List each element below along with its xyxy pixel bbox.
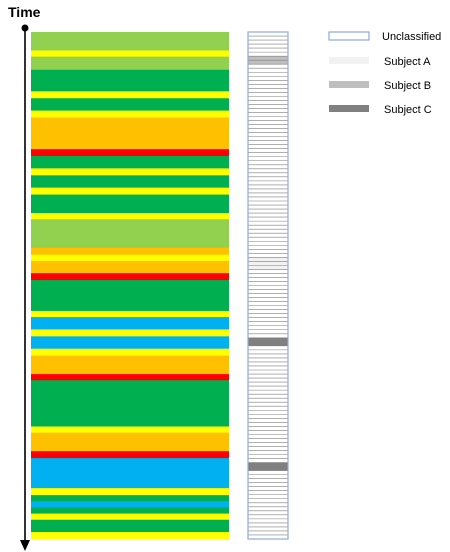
classification-column [247, 31, 289, 540]
legend-swatch-subject-a [329, 57, 369, 64]
timeline-band-red [31, 149, 229, 157]
timeline-band-red [31, 451, 229, 459]
timeline-band-red [31, 273, 229, 281]
legend-swatch-unclassified [328, 31, 370, 41]
time-axis-label: Time [8, 4, 41, 20]
legend-label-subject-c: Subject C [384, 104, 432, 116]
timeline-band-yellow [31, 532, 229, 540]
timeline-band-orange [31, 355, 229, 375]
timeline-band-blue [31, 336, 229, 350]
timeline-band-orange [31, 247, 229, 256]
timeline-band-green [31, 156, 229, 169]
timeline-band-green [31, 519, 229, 533]
timeline-band-yellow [31, 310, 229, 318]
timeline-band-green [31, 69, 229, 92]
classification-rows [248, 35, 288, 536]
timeline-band-yellow [31, 254, 229, 262]
legend-swatch-subject-b [329, 81, 369, 88]
timeline-band-light-green [31, 56, 229, 71]
timeline-band-yellow [31, 168, 229, 176]
timeline-band-yellow [31, 110, 229, 118]
time-axis-arrowhead [20, 540, 30, 551]
timeline-band-green [31, 175, 229, 189]
timeline-band-blue [31, 458, 229, 489]
timeline-band-green [31, 98, 229, 111]
timeline-band-green [31, 194, 229, 214]
timeline-band-orange [31, 260, 229, 274]
legend-swatch-subject-c [329, 105, 369, 112]
legend-label-subject-a: Subject A [384, 56, 431, 68]
timeline-band-light-green [31, 219, 229, 249]
timeline-band-yellow [31, 91, 229, 99]
timeline-band-yellow [31, 213, 229, 220]
timeline-band-yellow [31, 329, 229, 337]
timeline-band-yellow [31, 187, 229, 195]
timeline-band-yellow [31, 348, 229, 357]
timeline-band-green [31, 495, 229, 502]
classification-border [247, 31, 289, 540]
legend: Unclassified Subject A Subject B Subject… [328, 31, 441, 116]
time-axis [20, 24, 30, 551]
timeline-band-blue [31, 317, 229, 330]
timeline-band-yellow [31, 50, 229, 58]
timeline-band-green [31, 280, 229, 312]
legend-label-unclassified: Unclassified [382, 31, 441, 43]
timeline-band-yellow [31, 488, 229, 496]
legend-label-subject-b: Subject B [384, 80, 431, 92]
activity-timeline [31, 32, 229, 540]
timeline-band-orange [31, 432, 229, 452]
timeline-band-green [31, 507, 229, 514]
timeline-band-green [31, 380, 229, 427]
timeline-band-yellow [31, 513, 229, 521]
timeline-band-yellow [31, 426, 229, 434]
classification-highlight-subject-a [248, 257, 288, 270]
timeline-band-orange [31, 117, 229, 150]
timeline-band-blue [31, 501, 229, 508]
timeline-band-red [31, 374, 229, 381]
timeline-band-light-green [31, 32, 229, 51]
